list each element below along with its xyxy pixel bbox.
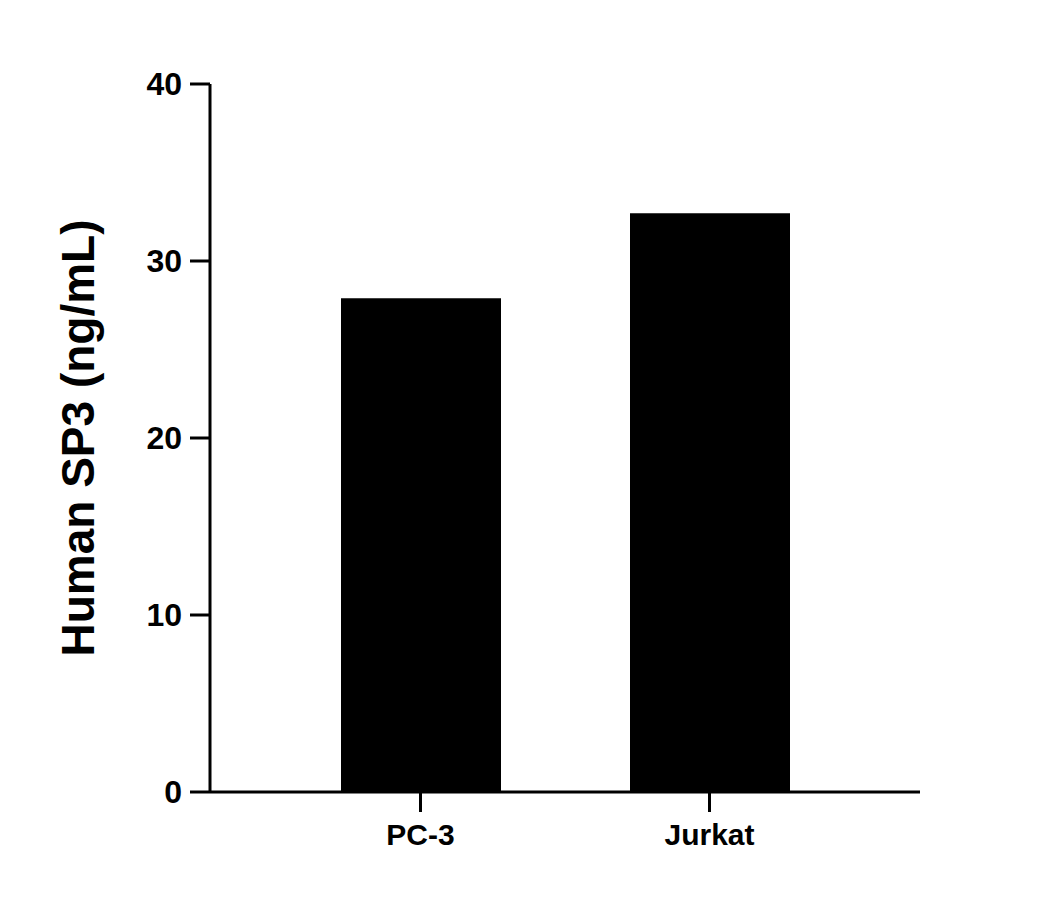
svg-text:0: 0	[164, 774, 182, 810]
svg-text:Jurkat: Jurkat	[664, 818, 754, 851]
svg-text:PC-3: PC-3	[386, 818, 454, 851]
svg-text:40: 40	[146, 66, 182, 102]
svg-text:Human SP3 (ng/mL): Human SP3 (ng/mL)	[52, 219, 104, 656]
svg-text:30: 30	[146, 243, 182, 279]
svg-text:10: 10	[146, 597, 182, 633]
svg-text:20: 20	[146, 420, 182, 456]
